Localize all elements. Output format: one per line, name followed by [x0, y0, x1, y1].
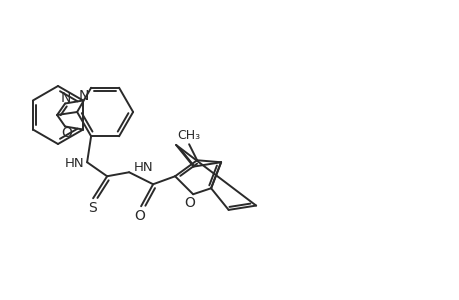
Text: N: N [61, 91, 71, 104]
Text: N: N [79, 88, 89, 103]
Text: CH₃: CH₃ [177, 129, 200, 142]
Text: HN: HN [133, 161, 152, 174]
Text: HN: HN [64, 157, 84, 170]
Text: O: O [184, 196, 195, 210]
Text: S: S [88, 201, 96, 215]
Text: O: O [62, 125, 73, 140]
Text: O: O [134, 209, 145, 223]
